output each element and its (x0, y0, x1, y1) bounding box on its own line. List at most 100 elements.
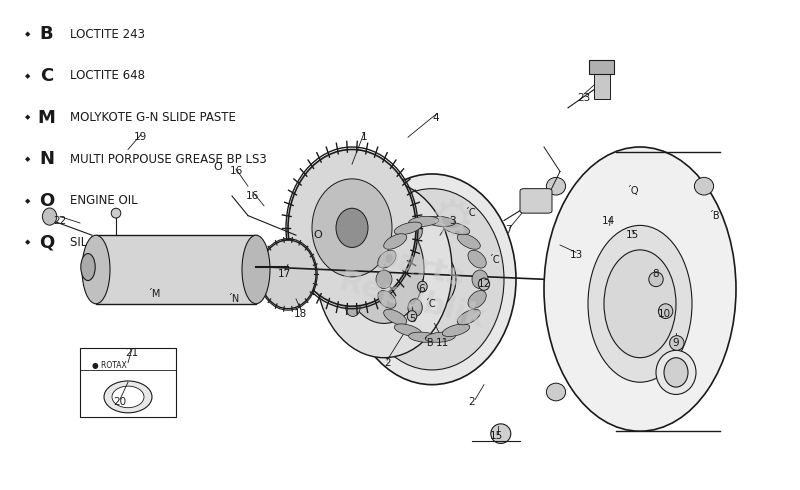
Ellipse shape (694, 177, 714, 195)
Text: 10: 10 (658, 309, 670, 318)
Ellipse shape (82, 235, 110, 304)
Ellipse shape (312, 179, 392, 277)
Ellipse shape (418, 281, 427, 292)
Ellipse shape (378, 250, 396, 268)
Text: ENGINE OIL: ENGINE OIL (70, 195, 138, 207)
Ellipse shape (546, 177, 566, 195)
Ellipse shape (458, 309, 480, 325)
Text: ◆: ◆ (26, 115, 30, 121)
Text: 14: 14 (602, 216, 614, 225)
Text: B: B (39, 25, 54, 43)
Ellipse shape (442, 324, 470, 337)
Text: 15: 15 (490, 431, 502, 441)
Text: 19: 19 (134, 132, 146, 142)
Ellipse shape (409, 332, 438, 343)
Ellipse shape (472, 270, 488, 289)
Ellipse shape (112, 386, 144, 408)
Text: 7: 7 (505, 225, 511, 235)
Ellipse shape (426, 216, 455, 226)
Ellipse shape (111, 208, 121, 218)
Ellipse shape (316, 181, 452, 358)
Text: ◆: ◆ (26, 156, 30, 162)
Ellipse shape (546, 383, 566, 401)
Text: parts
Republik: parts Republik (335, 235, 497, 334)
Text: M: M (38, 109, 55, 126)
Ellipse shape (348, 174, 516, 385)
Text: 11: 11 (436, 338, 449, 348)
Ellipse shape (373, 256, 395, 283)
Text: ◆: ◆ (26, 240, 30, 245)
Ellipse shape (409, 216, 438, 226)
Ellipse shape (408, 250, 456, 309)
Text: LOCTITE 648: LOCTITE 648 (70, 70, 146, 82)
Ellipse shape (344, 216, 424, 323)
Text: ⚙: ⚙ (430, 196, 474, 245)
FancyBboxPatch shape (520, 189, 552, 213)
Ellipse shape (260, 240, 316, 309)
Text: 1: 1 (361, 132, 367, 142)
FancyBboxPatch shape (80, 348, 176, 416)
Ellipse shape (384, 234, 406, 249)
Text: ´Q: ´Q (626, 186, 639, 196)
Ellipse shape (670, 336, 684, 350)
Text: C: C (40, 67, 53, 85)
Ellipse shape (658, 304, 673, 318)
Text: ´C: ´C (488, 255, 499, 265)
Ellipse shape (664, 358, 688, 387)
Text: 5: 5 (409, 314, 415, 323)
Ellipse shape (544, 147, 736, 431)
Ellipse shape (442, 222, 470, 235)
Text: ´C: ´C (424, 299, 435, 309)
Text: 15: 15 (626, 230, 638, 240)
Ellipse shape (394, 324, 422, 337)
Ellipse shape (242, 235, 270, 304)
Ellipse shape (656, 350, 696, 394)
Ellipse shape (104, 381, 152, 413)
Text: ´B: ´B (422, 338, 434, 348)
Text: 20: 20 (114, 397, 126, 407)
Text: 16: 16 (246, 191, 258, 201)
Text: ´C: ´C (464, 208, 475, 218)
Text: ◆: ◆ (26, 73, 30, 79)
Text: 22: 22 (54, 216, 66, 225)
Ellipse shape (588, 225, 692, 382)
Text: ´B: ´B (709, 211, 720, 220)
Text: 17: 17 (278, 270, 290, 279)
Text: 2: 2 (469, 397, 475, 407)
Text: N: N (39, 150, 54, 168)
Text: ◆: ◆ (26, 31, 30, 37)
Text: ● ROTAX: ● ROTAX (92, 361, 126, 369)
Ellipse shape (360, 189, 504, 370)
Ellipse shape (649, 272, 663, 287)
Ellipse shape (408, 222, 422, 240)
Text: LOCTITE 243: LOCTITE 243 (70, 28, 146, 41)
Ellipse shape (336, 208, 368, 247)
Ellipse shape (288, 149, 416, 306)
FancyBboxPatch shape (594, 62, 610, 99)
Text: 13: 13 (570, 250, 582, 260)
Text: 21: 21 (126, 348, 138, 358)
Text: O: O (314, 230, 322, 240)
Ellipse shape (420, 265, 444, 294)
Text: 18: 18 (294, 309, 306, 318)
Text: 2: 2 (385, 358, 391, 368)
Text: 6: 6 (418, 284, 425, 294)
Ellipse shape (346, 222, 360, 240)
Ellipse shape (426, 332, 455, 343)
Ellipse shape (478, 278, 490, 290)
Ellipse shape (491, 424, 511, 443)
Text: 9: 9 (673, 338, 679, 348)
Ellipse shape (376, 270, 392, 289)
Text: O: O (38, 192, 54, 210)
Text: 12: 12 (478, 279, 490, 289)
Text: SILASTIC 732 RTV: SILASTIC 732 RTV (70, 236, 174, 249)
Text: 3: 3 (449, 216, 455, 225)
Ellipse shape (346, 299, 360, 317)
Ellipse shape (407, 311, 417, 321)
Ellipse shape (468, 291, 486, 308)
Text: MULTI PORPOUSE GREASE BP LS3: MULTI PORPOUSE GREASE BP LS3 (70, 153, 267, 166)
Ellipse shape (458, 234, 480, 249)
Text: MOLYKOTE G-N SLIDE PASTE: MOLYKOTE G-N SLIDE PASTE (70, 111, 236, 124)
Text: 8: 8 (653, 270, 659, 279)
Ellipse shape (394, 222, 422, 235)
